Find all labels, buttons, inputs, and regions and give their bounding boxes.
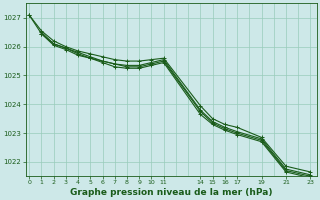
X-axis label: Graphe pression niveau de la mer (hPa): Graphe pression niveau de la mer (hPa) xyxy=(70,188,272,197)
